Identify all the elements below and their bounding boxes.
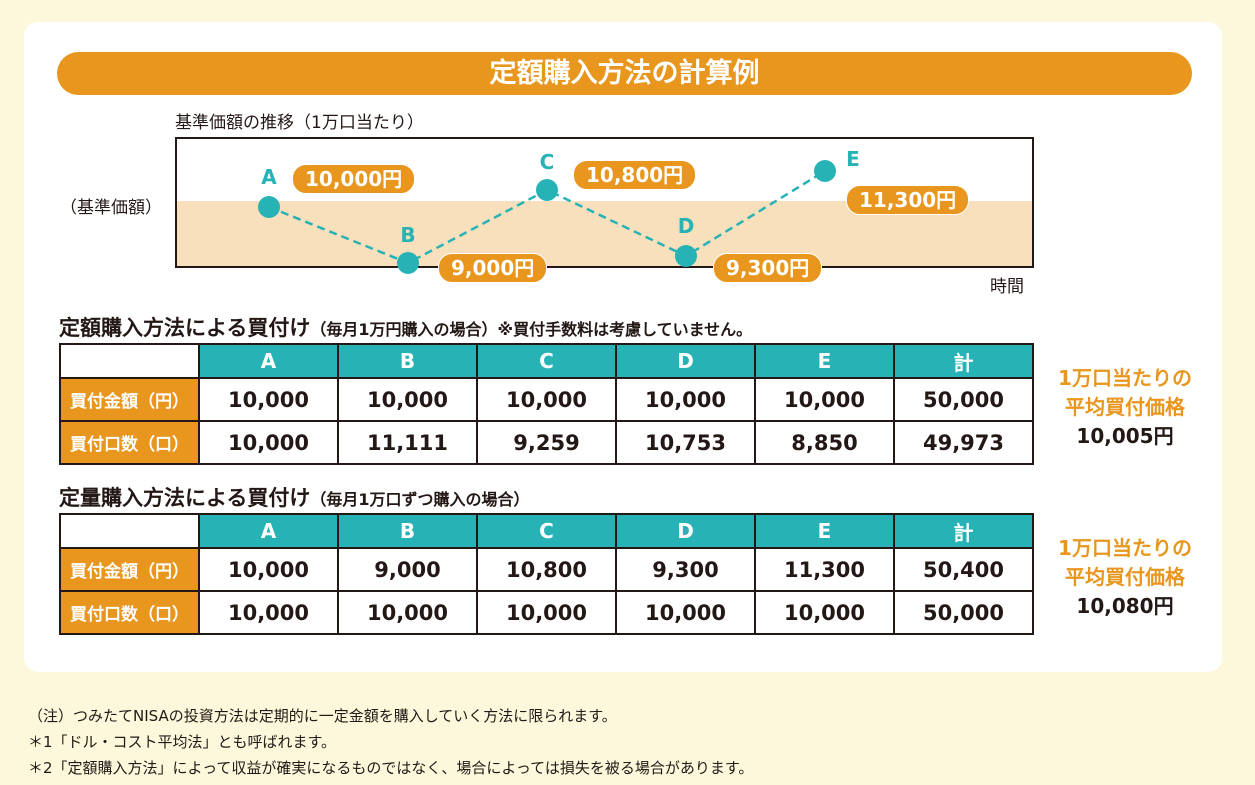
column-header: E	[754, 513, 895, 549]
table-cell: 50,000	[893, 377, 1034, 422]
table2-heading: 定量購入方法による買付け（毎月1万口ずつ購入の場合）	[59, 486, 530, 510]
column-header: C	[476, 513, 617, 549]
row-label: 買付口数（口）	[59, 590, 200, 635]
table-cell: 10,000	[337, 590, 478, 635]
chart-ylabel: （基準価額）	[60, 198, 162, 218]
point-A	[258, 196, 280, 218]
table-cell: 10,000	[198, 547, 339, 592]
table-cell: 11,300	[754, 547, 895, 592]
page-title: 定額購入方法の計算例	[57, 52, 1192, 95]
table-cell: 10,000	[615, 377, 756, 422]
column-header: D	[615, 343, 756, 379]
table-cell: 10,000	[476, 377, 617, 422]
column-header: B	[337, 513, 478, 549]
price-pill: 10,000円	[292, 164, 416, 194]
table1-average: 1万口当たりの 平均買付価格 10,005円	[1040, 364, 1210, 451]
table-cell: 10,000	[476, 590, 617, 635]
table-cell: 10,000	[198, 420, 339, 465]
table-cell: 9,259	[476, 420, 617, 465]
note-3: ＊2「定額購入方法」によって収益が確実になるものではなく、場合によっては損失を被…	[28, 759, 754, 777]
point-label: A	[261, 165, 277, 189]
table-cell: 10,000	[754, 590, 895, 635]
fixed-amount-table: A B C D E 計買付金額（円） 10,000 10,000 10,000 10,000 10,…	[59, 343, 1034, 465]
blank-cell	[59, 343, 200, 379]
table-row: 買付金額（円） 10,000 9,000 10,800 9,300 11,300 50,40…	[59, 547, 1034, 592]
blank-cell	[59, 513, 200, 549]
point-D	[675, 245, 697, 267]
row-label: 買付金額（円）	[59, 377, 200, 422]
price-pill: 9,300円	[713, 253, 823, 283]
table-cell: 9,300	[615, 547, 756, 592]
column-header: 計	[893, 343, 1034, 379]
price-pill: 11,300円	[846, 185, 970, 215]
chart-xlabel: 時間	[990, 277, 1024, 297]
point-E	[814, 160, 836, 182]
point-label: C	[539, 150, 555, 174]
table-cell: 10,000	[198, 590, 339, 635]
table2-average: 1万口当たりの 平均買付価格 10,080円	[1040, 534, 1210, 621]
table-cell: 10,000	[198, 377, 339, 422]
column-header: B	[337, 343, 478, 379]
row-label: 買付口数（口）	[59, 420, 200, 465]
table-cell: 49,973	[893, 420, 1034, 465]
column-header: A	[198, 343, 339, 379]
row-label: 買付金額（円）	[59, 547, 200, 592]
table-cell: 10,000	[337, 377, 478, 422]
table-cell: 10,800	[476, 547, 617, 592]
note-2: ＊1「ドル・コスト平均法」とも呼ばれます。	[28, 733, 337, 751]
column-header: 計	[893, 513, 1034, 549]
avg-label: 平均買付価格	[1065, 395, 1185, 419]
column-header: E	[754, 343, 895, 379]
column-header: A	[198, 513, 339, 549]
table-cell: 9,000	[337, 547, 478, 592]
table-cell: 10,753	[615, 420, 756, 465]
chart-caption: 基準価額の推移（1万口当たり）	[175, 113, 424, 133]
table-cell: 8,850	[754, 420, 895, 465]
avg-value: 10,080円	[1076, 594, 1174, 618]
point-label: D	[677, 214, 695, 238]
point-label: B	[400, 223, 416, 247]
avg-label: 1万口当たりの	[1058, 366, 1192, 390]
avg-label: 1万口当たりの	[1058, 536, 1192, 560]
table-row: 買付口数（口） 10,000 10,000 10,000 10,000 10,000 50,…	[59, 590, 1034, 635]
table-cell: 11,111	[337, 420, 478, 465]
table-row: 買付口数（口） 10,000 11,111 9,259 10,753 8,850 49,97…	[59, 420, 1034, 465]
table-cell: 10,000	[615, 590, 756, 635]
table-cell: 50,400	[893, 547, 1034, 592]
avg-value: 10,005円	[1076, 424, 1174, 448]
table-cell: 10,000	[754, 377, 895, 422]
column-header: D	[615, 513, 756, 549]
avg-label: 平均買付価格	[1065, 565, 1185, 589]
column-header: C	[476, 343, 617, 379]
point-label: E	[846, 147, 860, 171]
table1-heading: 定額購入方法による買付け（毎月1万円購入の場合）※買付手数料は考慮していません。	[59, 316, 753, 340]
point-B	[397, 252, 419, 274]
price-pill: 9,000円	[438, 253, 548, 283]
point-C	[536, 179, 558, 201]
table-row: 買付金額（円） 10,000 10,000 10,000 10,000 10,000 50,…	[59, 377, 1034, 422]
table-cell: 50,000	[893, 590, 1034, 635]
price-pill: 10,800円	[573, 160, 697, 190]
fixed-quantity-table: A B C D E 計買付金額（円） 10,000 9,000 10,800 9,300 11,30…	[59, 513, 1034, 635]
note-1: （注）つみたてNISAの投資方法は定期的に一定金額を購入していく方法に限られます…	[28, 707, 617, 725]
